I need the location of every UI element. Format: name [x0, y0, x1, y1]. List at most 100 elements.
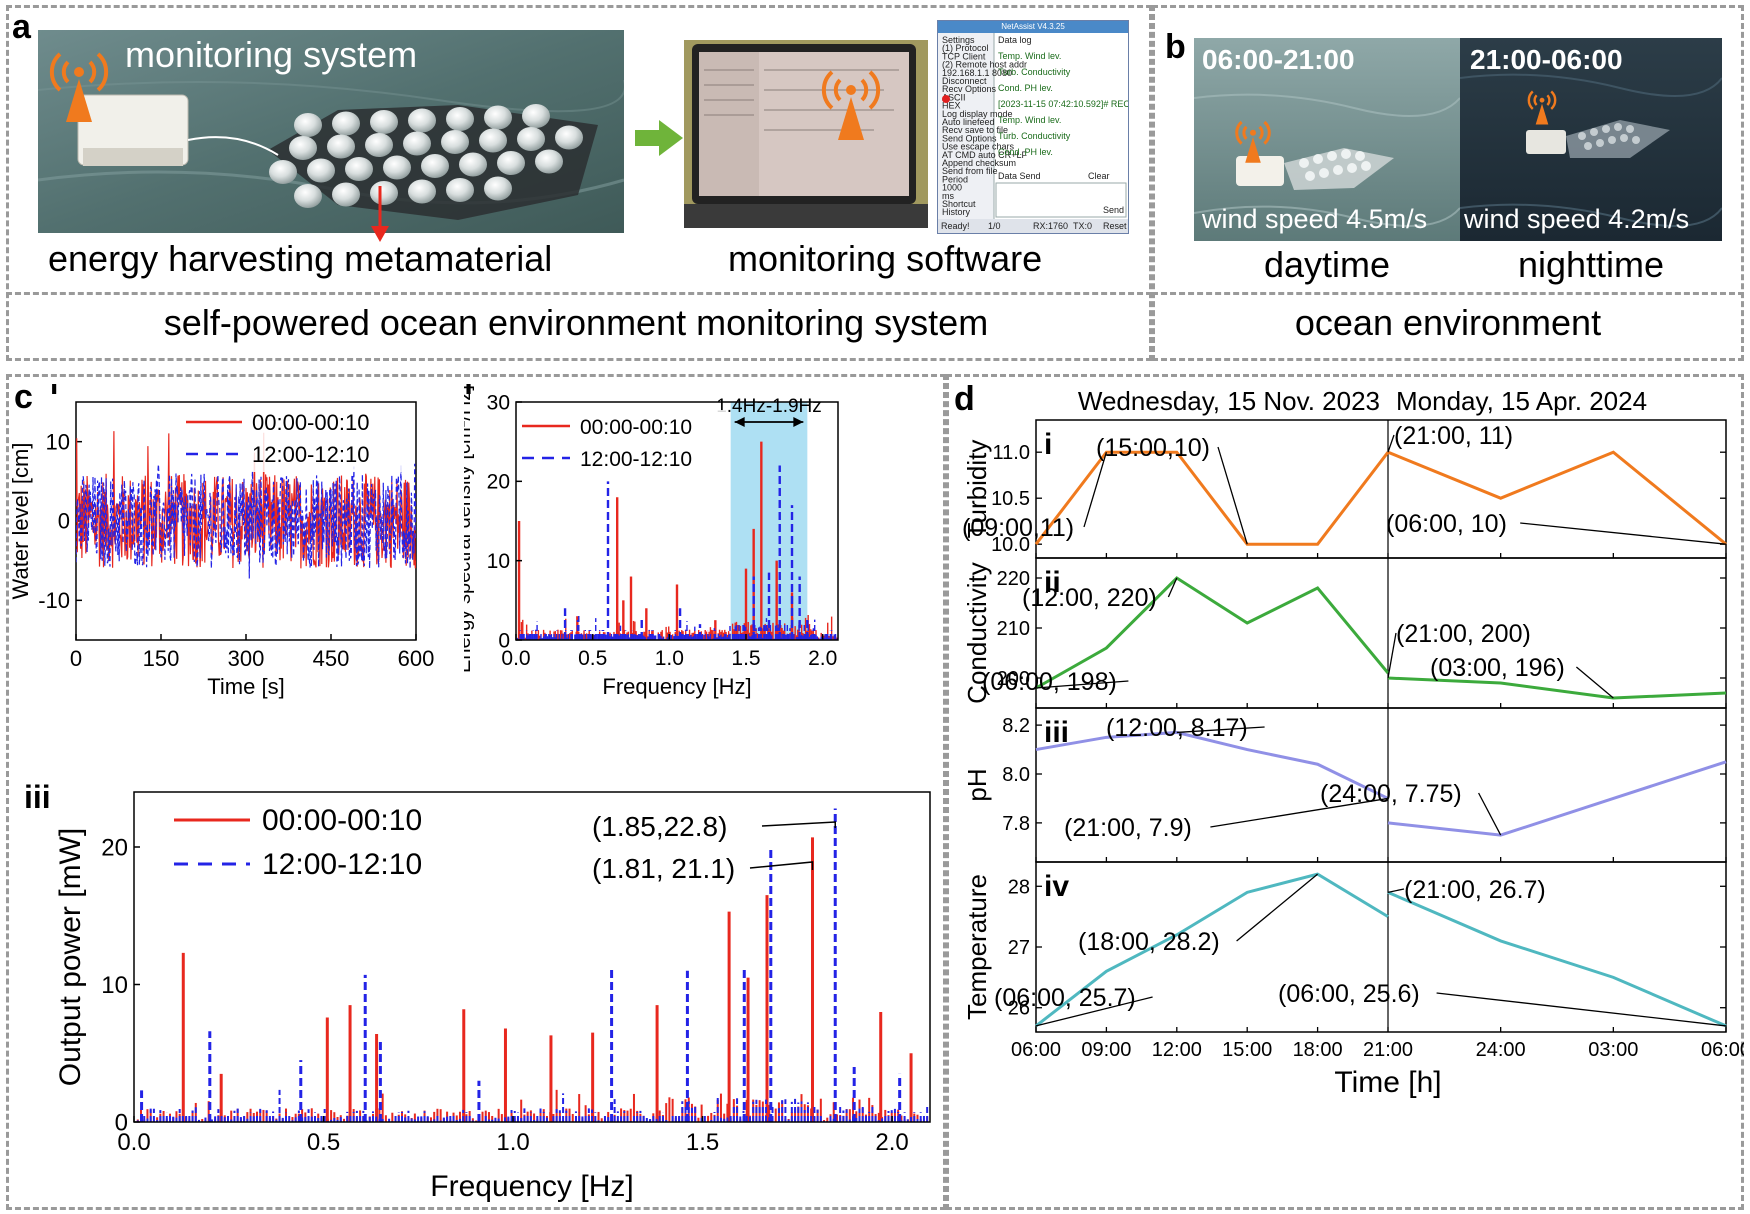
nighttime-photo — [1460, 38, 1722, 241]
annotation-leader — [1217, 446, 1248, 545]
series-bars — [136, 808, 929, 1122]
software-status-item: Reset — [1103, 221, 1127, 231]
x-tick-label: 09:00 — [1081, 1039, 1131, 1061]
annotation-leader — [1210, 797, 1389, 828]
software-log-line: Data log — [998, 35, 1032, 45]
software-sidebar-item: ASCII — [942, 92, 966, 102]
dome — [345, 157, 373, 181]
dome — [383, 155, 411, 180]
x-axis-label: Time [s] — [207, 674, 284, 699]
y-tick-label: 0 — [58, 509, 70, 534]
series-bars — [136, 837, 929, 1122]
y-tick-label: 20 — [487, 471, 510, 494]
series-line-left — [1034, 450, 1390, 546]
dome — [484, 176, 512, 201]
dome — [517, 127, 545, 151]
software-sidebar-item: Log display mode — [942, 109, 1013, 119]
series-line-right — [1387, 676, 1727, 700]
arrow-head — [793, 417, 804, 427]
x-tick-label: 0.0 — [501, 647, 530, 670]
y-tick-label: 10 — [487, 550, 510, 573]
x-tick-label: 0.5 — [307, 1129, 340, 1156]
software-sidebar-item: (2) Remote host addr — [942, 60, 1027, 70]
annotation-leader — [1387, 434, 1395, 453]
series-line-right — [1387, 760, 1727, 837]
wifi-tower-icon-day — [1235, 120, 1271, 163]
software-sidebar-item: Period — [942, 174, 968, 184]
annotation-label: (15:00,10) — [1096, 434, 1210, 462]
nighttime-caption: nighttime — [1517, 244, 1665, 285]
y-tick-label: 28 — [1008, 876, 1030, 898]
metamaterial-photo — [38, 30, 624, 233]
software-sidebar-item: Append checksum — [942, 158, 1016, 168]
annotation-label: (18:00, 28.2) — [1078, 928, 1220, 956]
right-arrow-icon — [635, 120, 683, 156]
dome — [365, 133, 393, 157]
y-tick-label: -10 — [38, 588, 70, 613]
annotation-leader — [1236, 873, 1319, 942]
series-line-left — [1035, 872, 1389, 1028]
x-tick-label: 2.0 — [875, 1129, 908, 1156]
highlight-band — [730, 402, 808, 640]
annotation-leader — [1167, 577, 1178, 598]
series-line — [76, 463, 416, 579]
y-axis-label: Conductivity — [962, 562, 992, 704]
x-tick-label: 450 — [313, 646, 350, 671]
plot-frame — [515, 401, 839, 641]
y-tick-label: 10 — [101, 972, 128, 999]
software-log-line: Temp. Wind lev. — [998, 51, 1061, 61]
software-sidebar-item: Settings — [942, 35, 975, 45]
daytime-caption: daytime — [1263, 244, 1391, 285]
x-tick-label: 1.5 — [686, 1129, 719, 1156]
annotation-label: (06:00, 198) — [982, 668, 1117, 696]
software-titlebar: NetAssist V4.3.25 — [938, 21, 1128, 33]
annotation-leader — [1520, 522, 1727, 545]
y-tick-label: 10.5 — [991, 488, 1030, 510]
y-axis-label: pH — [962, 768, 992, 801]
software-log-line: Turb. Conductivity — [998, 131, 1071, 141]
laptop-photo — [684, 40, 928, 228]
panel-a-box — [6, 5, 1152, 361]
chart-c-ii: 0.0 0.5 1.0 1.5 2.0 0 10 20 30 1.4Hz-1.9Hz iiEnerg… — [464, 384, 839, 699]
x-axis-label: Frequency [Hz] — [430, 1170, 633, 1203]
subplot-label: ii — [1044, 566, 1061, 599]
y-tick-label: 8.2 — [1002, 715, 1030, 737]
x-tick-label: 15:00 — [1222, 1039, 1272, 1061]
dome — [484, 105, 512, 130]
dome — [446, 178, 474, 202]
highlight-label: 1.4Hz-1.9Hz — [716, 396, 822, 417]
plot-frame — [133, 791, 931, 1123]
panel-c-box — [6, 374, 946, 1210]
annotation-label: (06:00, 25.7) — [994, 984, 1136, 1012]
software-sidebar-item: 192.168.1.1 8080 — [942, 68, 1012, 78]
nighttime-wind-speed: wind speed 4.2m/s — [1464, 204, 1690, 234]
subplot-label: iv — [1044, 870, 1069, 903]
legend-label: 00:00-00:10 — [262, 804, 422, 837]
dome — [294, 184, 322, 208]
chart-c-i: 0 150 300 450 600 10 0 -10 i Water level [cm] Time… — [10, 384, 434, 699]
panel-a-section-caption: self-powered ocean environment monitorin… — [163, 302, 989, 343]
software-sidebar-item: (1) Protocol — [942, 43, 989, 53]
annotation-label: (12:00, 8.17) — [1106, 714, 1248, 742]
dome — [479, 128, 507, 153]
software-log-line: [2023-11-15 07:42:10.592]# RECV ASCII> — [998, 99, 1128, 109]
software-sidebar-item: HEX — [942, 101, 961, 111]
x-tick-label: 21:00 — [1363, 1039, 1413, 1061]
wifi-tower-icon-laptop — [821, 70, 881, 140]
annotation-leader — [1575, 666, 1614, 699]
daytime-wind-speed: wind speed 4.5m/s — [1202, 204, 1428, 234]
software-sidebar-item: Send from file — [942, 166, 998, 176]
subplot-label: iii — [1044, 716, 1069, 749]
metamaterial-caption: energy harvesting metamaterial — [48, 238, 553, 279]
annotation-label: (1.85,22.8) — [592, 811, 727, 842]
monitoring-system-label: monitoring system — [125, 34, 418, 75]
dome — [446, 107, 474, 131]
dome — [555, 125, 583, 150]
left-date-label: Wednesday, 15 Nov. 2023 — [1078, 386, 1380, 416]
dome — [403, 131, 431, 156]
dome — [441, 130, 469, 154]
dome — [459, 152, 487, 177]
dome — [408, 179, 436, 204]
legend-bg — [518, 410, 726, 476]
software-sidebar-item: 1000 — [942, 183, 962, 193]
